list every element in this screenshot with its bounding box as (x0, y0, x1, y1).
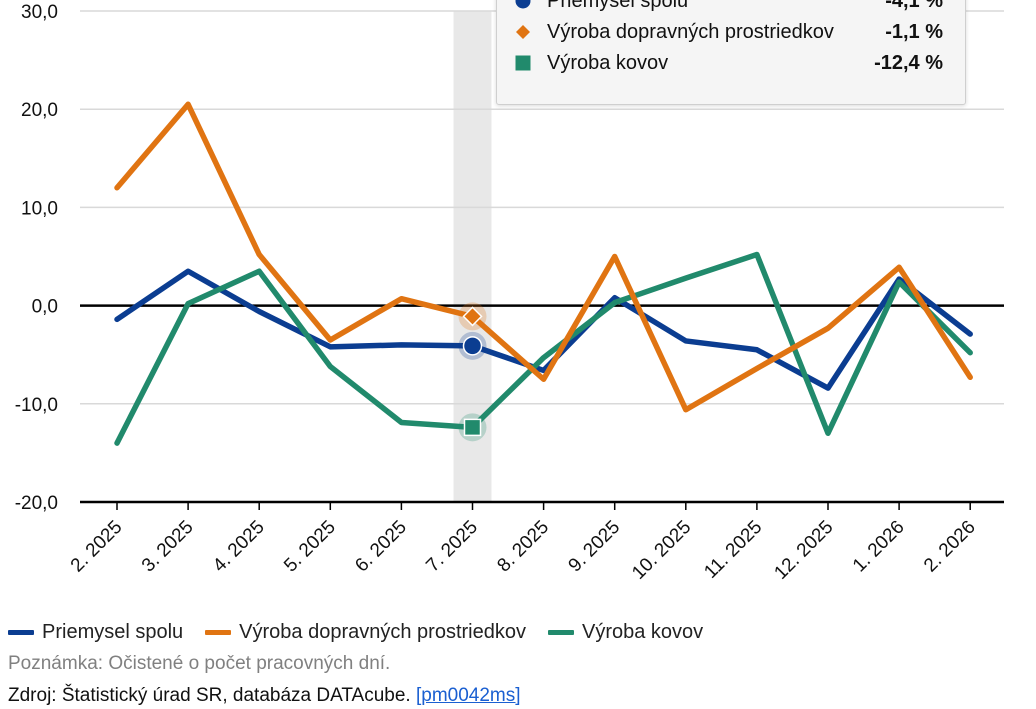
tooltip-series-name: Výroba dopravných prostriedkov (547, 21, 834, 43)
square-marker-icon (515, 55, 531, 71)
x-tick-label: 6. 2025 (351, 517, 411, 577)
legend-label: Výroba kovov (582, 620, 704, 643)
legend-swatch (8, 629, 34, 635)
chart-source: Zdroj: Štatistický úrad SR, databáza DAT… (8, 685, 521, 707)
x-tick-label: 3. 2025 (138, 517, 198, 577)
legend-swatch (205, 629, 232, 635)
x-tick-label: 1. 2026 (849, 517, 909, 577)
legend-swatch (548, 629, 574, 635)
x-tick-label: 11. 2025 (700, 517, 766, 583)
tooltip-series-name: Priemysel spolu (547, 0, 689, 12)
line-chart: 30,0 20,0 10,0 0,0 -10,0 -20,0 2. 2025 3. 2025… (15, 2, 1004, 584)
x-tick-label: 9. 2025 (565, 517, 625, 577)
y-axis-ticks: 30,0 20,0 10,0 0,0 -10,0 -20,0 (15, 2, 58, 514)
tooltip-series-name: Výroba kovov (547, 52, 669, 74)
legend-item-kovy[interactable]: Výroba kovov (548, 621, 703, 644)
x-tick-label: 4. 2025 (209, 517, 269, 577)
data-point-marker[interactable] (462, 336, 483, 356)
x-tick-label: 12. 2025 (770, 517, 837, 584)
x-tick-label: 7. 2025 (422, 517, 482, 577)
circle-marker-icon (515, 0, 531, 9)
x-tick-label: 10. 2025 (628, 517, 695, 584)
series-line (114, 101, 973, 413)
y-tick-label: 20,0 (21, 100, 58, 121)
chart-note: Poznámka: Očistené o počet pracovných dn… (8, 653, 391, 674)
series-line (114, 268, 973, 391)
data-point-marker[interactable] (462, 306, 483, 327)
y-tick-label: 30,0 (21, 2, 58, 23)
tooltip-series-value: -1,1 % (885, 21, 943, 43)
diamond-marker-icon (516, 25, 530, 39)
legend-label: Priemysel spolu (42, 620, 184, 643)
x-tick-label: 2. 2025 (67, 517, 127, 577)
y-tick-label: 0,0 (32, 297, 58, 318)
y-tick-label: -10,0 (15, 395, 58, 416)
series-lines (114, 101, 973, 446)
tooltip-series-value: -12,4 % (874, 52, 943, 74)
data-point-marker[interactable] (463, 418, 482, 437)
legend-item-doprava[interactable]: Výroba dopravných prostriedkov (205, 621, 526, 644)
tooltip-row-kovy: Výroba kovov -12,4 % (515, 48, 943, 78)
tooltip-row-priemysel: Priemysel spolu -4,1 % (515, 0, 943, 16)
source-text: Zdroj: Štatistický úrad SR, databáza DAT… (8, 685, 411, 706)
x-tick-label: 5. 2025 (280, 517, 340, 577)
tooltip-series-value: -4,1 % (885, 0, 943, 12)
legend-label: Výroba dopravných prostriedkov (239, 620, 526, 643)
series-line (114, 251, 973, 446)
y-tick-label: -20,0 (15, 493, 58, 514)
source-link[interactable]: [pm0042ms] (415, 685, 521, 706)
tooltip-row-doprava: Výroba dopravných prostriedkov -1,1 % (515, 17, 943, 47)
x-tick-label: 2. 2026 (920, 517, 980, 577)
y-tick-label: 10,0 (21, 198, 58, 219)
highlight-markers[interactable] (458, 302, 487, 442)
x-tick-label: 8. 2025 (493, 517, 553, 577)
x-axis-ticks: 2. 2025 3. 2025 4. 2025 5. 2025 6. 2025 7. 20… (67, 502, 980, 584)
tooltip: Priemysel spolu -4,1 % Výroba dopravných… (496, 0, 966, 105)
legend-item-priemysel[interactable]: Priemysel spolu (8, 621, 183, 644)
chart-legend: Priemysel spolu Výroba dopravných prostr… (8, 617, 725, 647)
